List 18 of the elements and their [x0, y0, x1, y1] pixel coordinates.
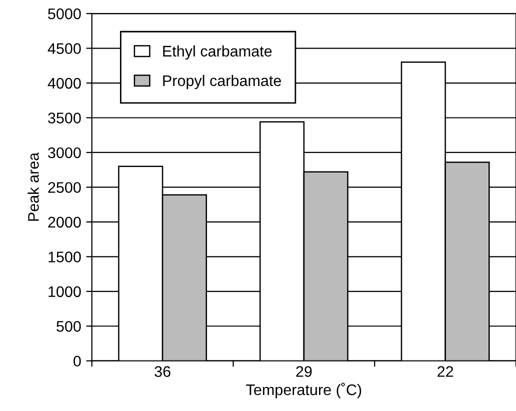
legend-label: Propyl carbamate [163, 74, 281, 90]
y-tick-label: 0 [74, 356, 81, 367]
x-tick-label: 36 [154, 366, 170, 377]
x-tick-label: 29 [296, 366, 312, 377]
x-axis-title: Temperature (˚C) [246, 382, 362, 398]
y-tick-label: 3000 [48, 147, 81, 158]
y-tick-label: 1500 [48, 252, 81, 262]
y-tick-label: 3500 [48, 112, 81, 124]
y-tick-label: 5000 [48, 8, 81, 20]
y-axis-title: Peak area [28, 152, 39, 221]
y-tick-label: 2000 [48, 216, 81, 228]
y-tick-label: 4000 [48, 78, 81, 89]
y-tick-label: 500 [56, 320, 81, 332]
x-tick-label: 22 [438, 366, 454, 377]
y-tick-label: 1000 [48, 286, 81, 298]
y-tick-label: 4500 [48, 43, 81, 54]
legend-label: Ethyl carbamate [163, 45, 272, 60]
y-tick-label: 2500 [48, 182, 81, 193]
